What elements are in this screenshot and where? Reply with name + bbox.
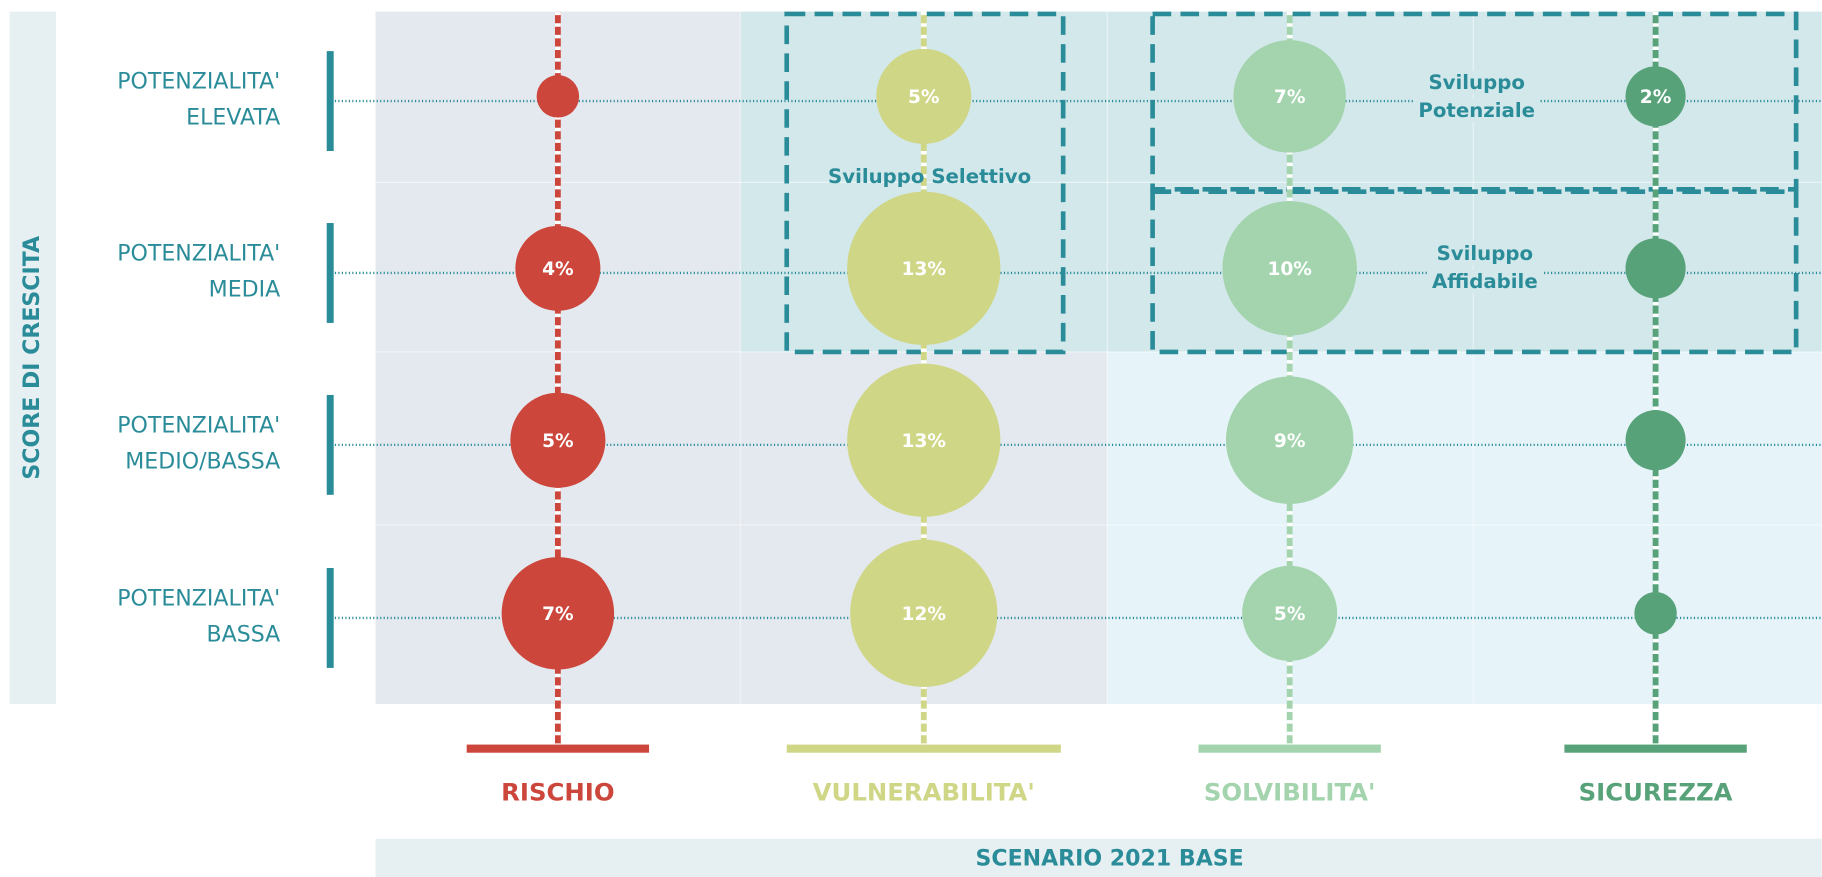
bubble-label: 4% bbox=[542, 259, 574, 280]
x-axis-band bbox=[375, 838, 1822, 877]
zone-label: Sviluppo bbox=[1437, 242, 1533, 265]
bubble-label: 5% bbox=[1274, 604, 1306, 625]
row-label: POTENZIALITA' bbox=[117, 586, 280, 611]
row-marker bbox=[326, 394, 334, 495]
bubble-label: 13% bbox=[902, 259, 947, 280]
column-label: SICUREZZA bbox=[1579, 777, 1733, 806]
column-label: SOLVIBILITA' bbox=[1204, 777, 1376, 806]
y-axis-band bbox=[9, 11, 57, 704]
bubble bbox=[876, 48, 972, 144]
bubble bbox=[1242, 565, 1338, 661]
zone-label: Sviluppo bbox=[1428, 71, 1524, 94]
bubble bbox=[1233, 40, 1346, 153]
row-marker bbox=[326, 568, 334, 668]
bubble bbox=[850, 539, 998, 687]
bubble bbox=[501, 557, 615, 670]
zone-label-bg bbox=[1423, 71, 1530, 95]
bubble bbox=[1625, 238, 1686, 299]
zone-label: Potenziale bbox=[1418, 99, 1535, 122]
bubble bbox=[847, 363, 1001, 517]
bubble bbox=[510, 392, 606, 488]
column-base bbox=[466, 744, 650, 753]
x-axis-title: SCENARIO 2021 BASE bbox=[975, 847, 1243, 872]
column-base bbox=[1198, 744, 1381, 753]
column-label: RISCHIO bbox=[501, 777, 614, 806]
column-base bbox=[786, 744, 1061, 753]
bubble-label: 5% bbox=[542, 431, 574, 452]
bubble-label: 12% bbox=[902, 604, 947, 625]
row-label: POTENZIALITA' bbox=[117, 69, 280, 94]
bubble-label: 7% bbox=[1274, 87, 1306, 108]
bubble bbox=[515, 225, 601, 311]
plot: POTENZIALITA' ELEVATA POTENZIALITA' MEDIA PO… bbox=[117, 11, 1822, 806]
bubble bbox=[1225, 376, 1354, 505]
row-label: MEDIA bbox=[209, 277, 281, 302]
bubble-label: 9% bbox=[1274, 431, 1306, 452]
bubble-label: 10% bbox=[1267, 259, 1312, 280]
bubble bbox=[847, 191, 1001, 345]
zone-label-bg bbox=[1413, 99, 1540, 123]
y-axis-title: SCORE DI CRESCITA bbox=[20, 236, 45, 480]
zone-label: Affidabile bbox=[1432, 270, 1538, 293]
bubble bbox=[536, 75, 580, 118]
zone-bg bbox=[1107, 351, 1822, 704]
column-label: VULNERABILITA' bbox=[813, 777, 1035, 806]
bubble-label: 13% bbox=[902, 431, 947, 452]
bubble-label: 5% bbox=[908, 87, 940, 108]
bubble bbox=[1625, 410, 1686, 471]
bubble bbox=[1634, 592, 1677, 635]
row-label: POTENZIALITA' bbox=[117, 413, 280, 438]
bubble bbox=[1625, 66, 1686, 127]
zone-label-bg bbox=[1427, 269, 1543, 293]
zone-label-bg bbox=[1431, 241, 1538, 265]
row-marker bbox=[326, 51, 334, 152]
row-marker bbox=[326, 223, 334, 323]
row-label: POTENZIALITA' bbox=[117, 241, 280, 266]
row-label: MEDIO/BASSA bbox=[125, 449, 280, 474]
bubble bbox=[1222, 201, 1357, 336]
row-label: BASSA bbox=[207, 622, 281, 647]
column-base bbox=[1564, 744, 1747, 753]
row-label: ELEVATA bbox=[186, 105, 280, 130]
zone-label: Sviluppo Selettivo bbox=[828, 165, 1031, 188]
bubble-label: 7% bbox=[542, 604, 574, 625]
bubble-label: 2% bbox=[1640, 87, 1672, 108]
